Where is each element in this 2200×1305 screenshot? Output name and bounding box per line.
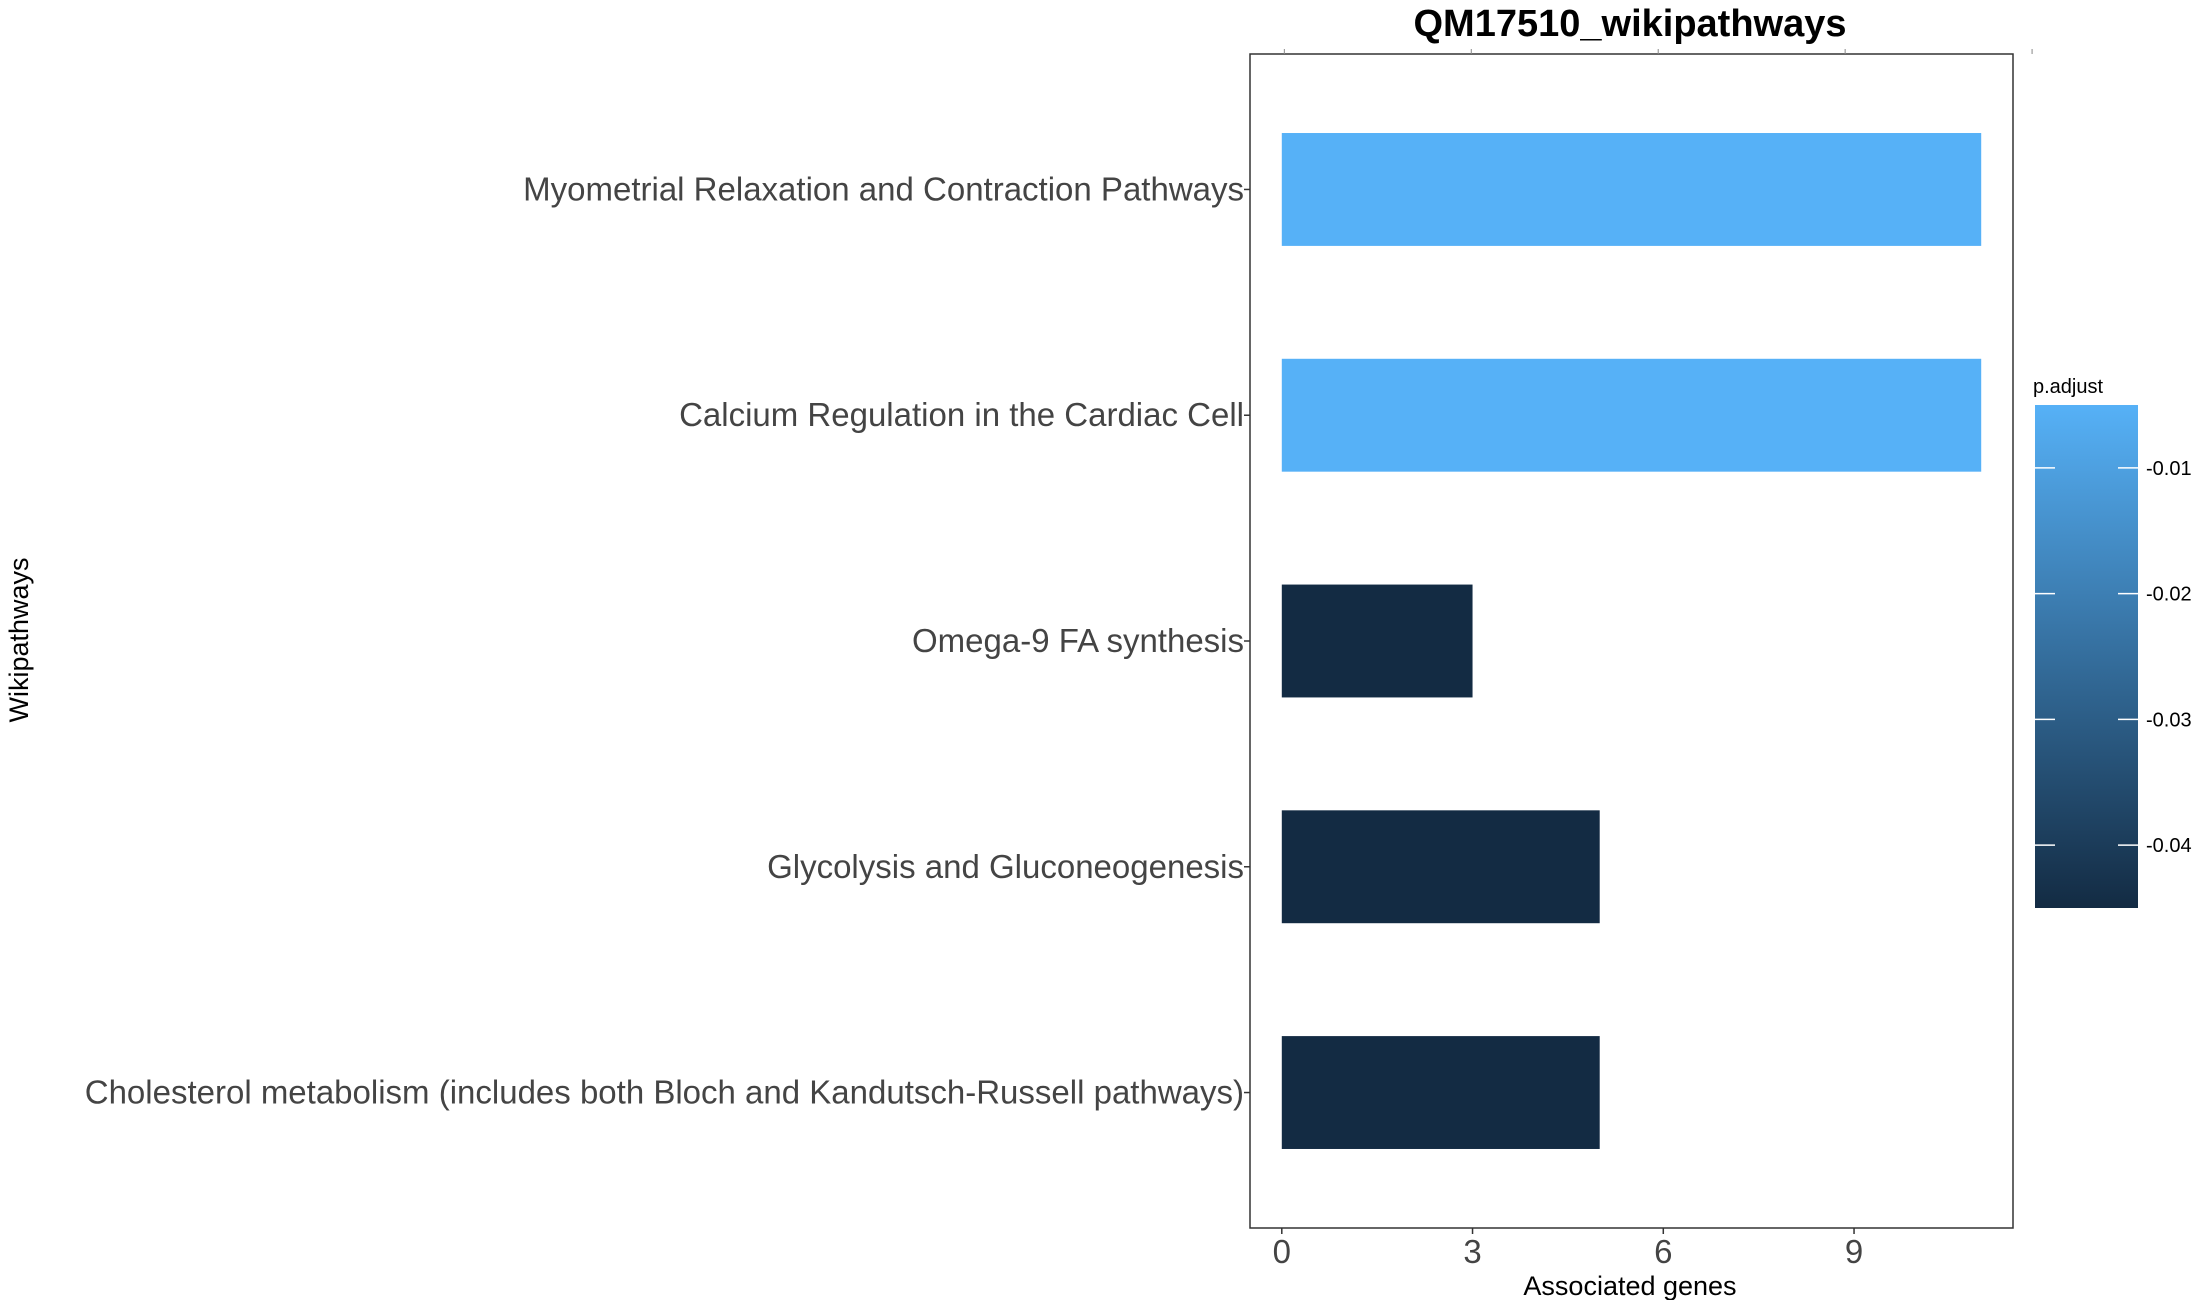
bar xyxy=(1281,1036,1600,1149)
legend: p.adjust -0.01 -0.02 -0.03 -0.04 xyxy=(2033,376,2192,908)
x-axis-label: Associated genes xyxy=(1523,1271,1736,1300)
x-tick-label: 6 xyxy=(1654,1233,1672,1270)
y-tick-label: Calcium Regulation in the Cardiac Cell xyxy=(679,396,1244,433)
x-axis-tick-labels: 0 3 6 9 xyxy=(1273,49,2033,1270)
legend-tick-label: -0.02 xyxy=(2146,584,2192,606)
legend-tick-label: -0.01 xyxy=(2146,458,2192,480)
bar xyxy=(1281,810,1600,924)
x-tick-label: 0 xyxy=(1273,1233,1291,1270)
bars-group xyxy=(1281,133,1982,1149)
bar xyxy=(1281,584,1473,698)
legend-tick-label: -0.04 xyxy=(2146,835,2192,857)
y-axis-label: Wikipathways xyxy=(4,557,34,722)
bar xyxy=(1281,133,1982,246)
legend-tick-label: -0.03 xyxy=(2146,709,2192,731)
x-tick-label: 9 xyxy=(1845,1233,1863,1270)
y-axis-tick-labels: Myometrial Relaxation and Contraction Pa… xyxy=(85,170,1250,1111)
y-tick-label: Omega-9 FA synthesis xyxy=(912,622,1244,659)
legend-colorbar xyxy=(2035,405,2138,908)
x-tick-label: 3 xyxy=(1463,1233,1481,1270)
legend-title: p.adjust xyxy=(2033,376,2103,398)
y-tick-label: Glycolysis and Gluconeogenesis xyxy=(767,848,1244,885)
y-tick-label: Myometrial Relaxation and Contraction Pa… xyxy=(523,170,1244,207)
chart-title: QM17510_wikipathways xyxy=(1414,3,1847,45)
y-tick-label: Cholesterol metabolism (includes both Bl… xyxy=(85,1074,1244,1111)
bar xyxy=(1281,358,1982,472)
